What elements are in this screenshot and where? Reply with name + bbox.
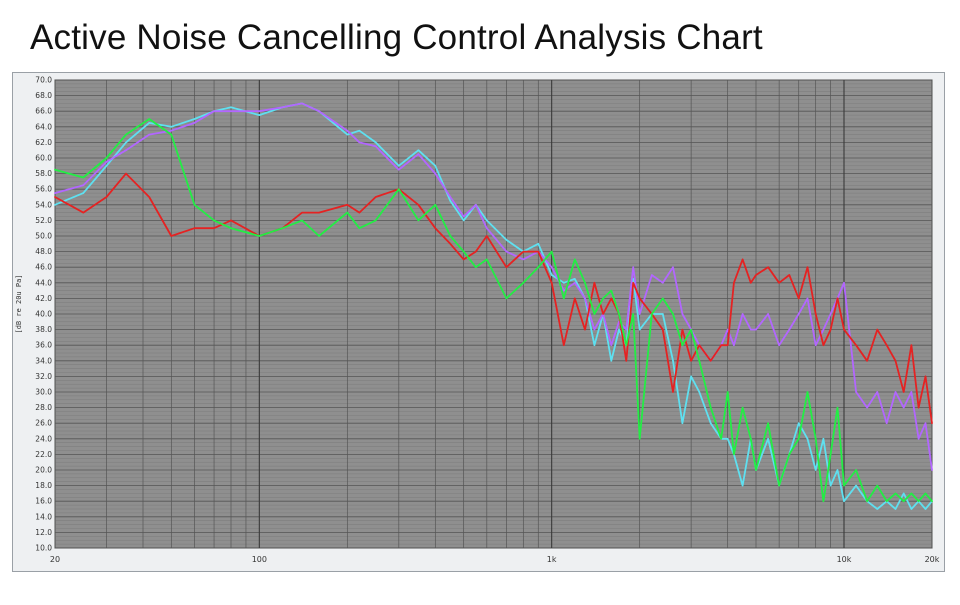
series-line-2: [54, 102, 933, 471]
x-tick-label: 10k: [837, 555, 852, 564]
x-tick-label: 20: [50, 555, 60, 564]
y-tick-label: 52.0: [35, 216, 52, 225]
y-tick-label: 50.0: [35, 232, 52, 241]
y-tick-label: 24.0: [35, 434, 52, 443]
y-tick-label: 34.0: [35, 356, 52, 365]
x-tick-label: 20k: [925, 555, 940, 564]
y-tick-label: 38.0: [35, 325, 52, 334]
y-tick-label: 46.0: [35, 263, 52, 272]
y-tick-label: 60.0: [35, 154, 52, 163]
y-tick-label: 16.0: [35, 497, 52, 506]
y-tick-label: 36.0: [35, 341, 52, 350]
y-tick-label: 66.0: [35, 107, 52, 116]
y-tick-label: 10.0: [35, 544, 52, 553]
y-tick-label: 18.0: [35, 481, 52, 490]
y-tick-label: 12.0: [35, 528, 52, 537]
y-tick-label: 62.0: [35, 138, 52, 147]
series-line-4: [54, 118, 933, 503]
y-axis-ticks: 10.0 12.0 14.0 16.0 18.0 20.0 22.0 24.0 26.0 28.0…: [35, 76, 52, 553]
chart-title: Active Noise Cancelling Control Analysis…: [30, 18, 763, 57]
y-tick-label: 30.0: [35, 388, 52, 397]
y-tick-label: 54.0: [35, 200, 52, 209]
y-tick-label: 70.0: [35, 76, 52, 85]
y-tick-label: 28.0: [35, 403, 52, 412]
x-axis-ticks: 20 100 1k 10k 20k: [50, 555, 940, 564]
y-tick-label: 14.0: [35, 512, 52, 521]
y-tick-label: 48.0: [35, 247, 52, 256]
y-tick-label: 44.0: [35, 278, 52, 287]
y-tick-label: 32.0: [35, 372, 52, 381]
y-tick-label: 58.0: [35, 169, 52, 178]
series-layer: [54, 102, 933, 510]
y-tick-label: 22.0: [35, 450, 52, 459]
x-tick-label: 1k: [547, 555, 557, 564]
y-axis-label: [dB re 20u Pa]: [15, 274, 23, 333]
y-tick-label: 20.0: [35, 466, 52, 475]
series-line-3: [54, 172, 933, 425]
y-tick-label: 64.0: [35, 122, 52, 131]
y-tick-label: 40.0: [35, 310, 52, 319]
y-tick-label: 56.0: [35, 185, 52, 194]
y-tick-label: 42.0: [35, 294, 52, 303]
y-tick-label: 26.0: [35, 419, 52, 428]
grid-lines: [54, 79, 933, 549]
y-tick-label: 68.0: [35, 91, 52, 100]
x-tick-label: 100: [252, 555, 267, 564]
